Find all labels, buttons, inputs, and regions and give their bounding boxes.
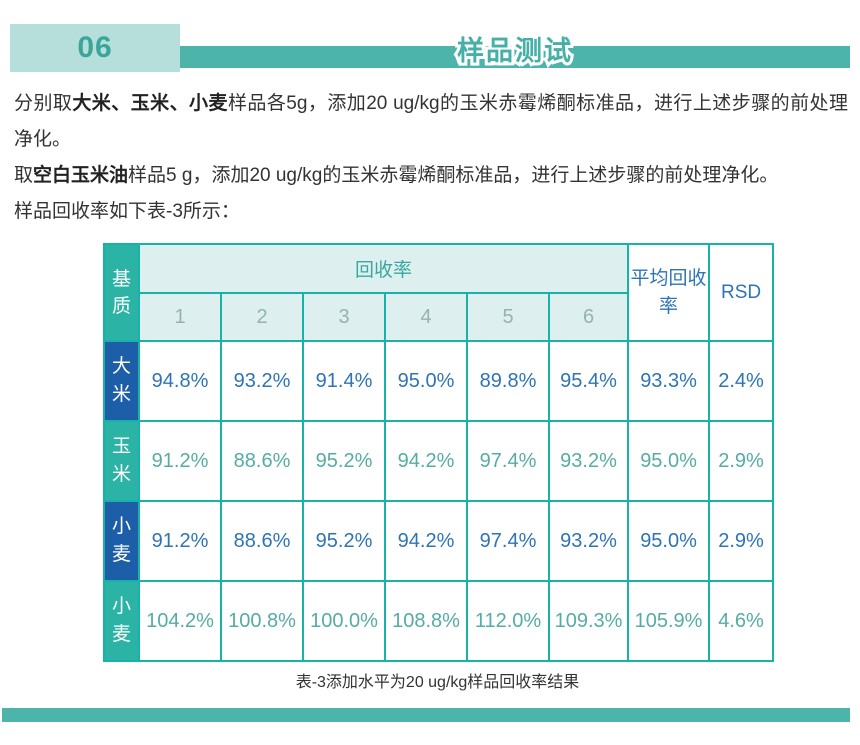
header-recovery-group: 回收率 [137,243,630,294]
header-average: 平均回收率 [627,243,711,342]
recovery-value: 94.8% [138,340,222,422]
recovery-value: 100.8% [220,580,304,662]
recovery-value: 104.2% [138,580,222,662]
table-row-wheat-2: 小麦 104.2% 100.8% 100.0% 108.8% 112.0% 10… [103,580,775,662]
matrix-label: 小麦 [103,580,140,662]
header-rsd: RSD [708,243,775,342]
body-text: 分别取大米、玉米、小麦样品各5g，添加20 ug/kg的玉米赤霉烯酮标准品，进行… [14,86,848,230]
footer-bar [2,708,850,722]
section-number: 06 [77,31,113,64]
table-row-rice: 大米 94.8% 93.2% 91.4% 95.0% 89.8% 95.4% 9… [103,340,775,422]
table-header-row-1: 基质 回收率 平均回收率 RSD [103,243,775,342]
average-value: 95.0% [627,500,711,582]
recovery-value: 94.2% [384,500,468,582]
average-value: 105.9% [627,580,711,662]
paragraph-1-bold: 大米、玉米、小麦 [72,93,228,114]
recovery-value: 97.4% [466,420,550,502]
recovery-value: 93.2% [547,420,630,502]
section-number-box: 06 [10,24,180,72]
average-value: 95.0% [627,420,711,502]
recovery-table: 基质 回收率 平均回收率 RSD 1 2 3 4 5 6 大米 94.8% 93… [103,243,775,662]
table-caption: 表-3添加水平为20 ug/kg样品回收率结果 [295,674,580,691]
paragraph-1-post: 样品各5g，添加20 ug/kg的玉米赤霉烯酮标准品，进行上述步骤的前处理净化。 [14,93,848,150]
recovery-value: 100.0% [302,580,386,662]
table-header-row-2: 1 2 3 4 5 6 [104,292,773,342]
paragraph-3: 样品回收率如下表-3所示： [14,201,240,222]
recovery-value: 88.6% [220,500,304,582]
rsd-value: 2.4% [708,340,775,422]
recovery-value: 93.2% [547,500,630,582]
recovery-value: 97.4% [466,500,550,582]
recovery-value: 94.2% [384,420,468,502]
rsd-value: 4.6% [708,580,775,662]
rsd-value: 2.9% [708,420,775,502]
matrix-label: 大米 [103,340,140,422]
paragraph-2-bold: 空白玉米油 [33,165,129,186]
header-replicate-5: 5 [466,292,550,342]
recovery-value: 89.8% [466,340,550,422]
recovery-value: 91.2% [138,420,222,502]
paragraph-1: 分别取大米、玉米、小麦样品各5g，添加20 ug/kg的玉米赤霉烯酮标准品，进行… [14,93,848,150]
recovery-value: 91.2% [138,500,222,582]
recovery-value: 95.2% [302,420,386,502]
recovery-value: 112.0% [466,580,550,662]
header-replicate-6: 6 [547,292,630,342]
recovery-value: 108.8% [384,580,468,662]
header-matrix: 基质 [103,243,140,342]
matrix-label: 玉米 [103,420,140,502]
paragraph-1-pre: 分别取 [14,93,73,114]
header-replicate-1: 1 [138,292,222,342]
recovery-value: 91.4% [302,340,386,422]
recovery-value: 109.3% [547,580,630,662]
section-title: 样品测试 [457,29,573,68]
paragraph-2-post: 样品5 g，添加20 ug/kg的玉米赤霉烯酮标准品，进行上述步骤的前处理净化。 [128,165,779,186]
header-replicate-2: 2 [220,292,304,342]
table-row-wheat-1: 小麦 91.2% 88.6% 95.2% 94.2% 97.4% 93.2% 9… [103,500,775,582]
header-replicate-4: 4 [384,292,468,342]
header-replicate-3: 3 [302,292,386,342]
recovery-value: 88.6% [220,420,304,502]
section-title-wrap: 样品测试 [180,28,850,68]
paragraph-2-pre: 取 [14,165,34,186]
matrix-label: 小麦 [103,500,140,582]
average-value: 93.3% [627,340,711,422]
recovery-value: 93.2% [220,340,304,422]
recovery-value: 95.4% [547,340,630,422]
recovery-value: 95.0% [384,340,468,422]
table-row-corn: 玉米 91.2% 88.6% 95.2% 94.2% 97.4% 93.2% 9… [103,420,775,502]
rsd-value: 2.9% [708,500,775,582]
paragraph-2: 取空白玉米油样品5 g，添加20 ug/kg的玉米赤霉烯酮标准品，进行上述步骤的… [14,165,778,186]
recovery-value: 95.2% [302,500,386,582]
